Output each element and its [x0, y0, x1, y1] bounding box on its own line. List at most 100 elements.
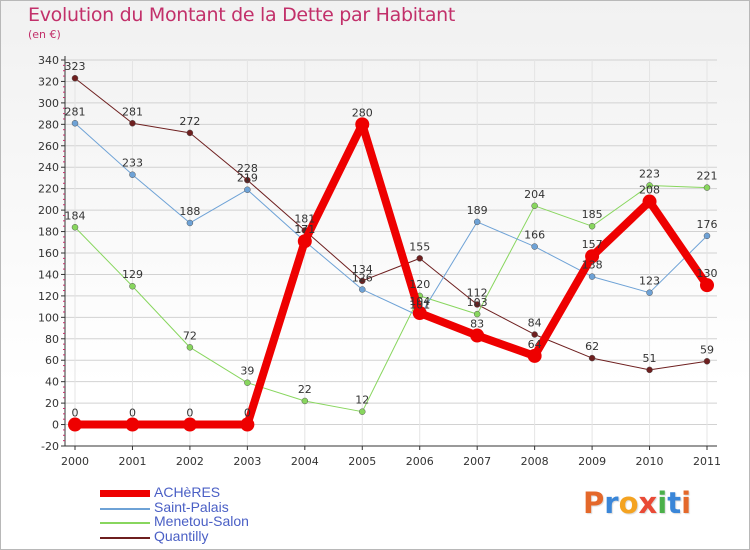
data-point-quantilly — [531, 331, 538, 338]
data-point-saint-palais — [71, 120, 79, 127]
x-tick-label: 2008 — [521, 455, 549, 468]
data-point-ach-res — [68, 417, 82, 432]
data-point-menetou-salon — [186, 344, 194, 351]
x-tick-label: 2006 — [406, 455, 434, 468]
data-point-menetou-salon — [244, 379, 251, 386]
data-point-saint-palais — [244, 186, 251, 193]
y-tick-label: 0 — [52, 419, 59, 432]
data-label-ach-res: 104 — [409, 295, 430, 308]
y-tick-label: 340 — [38, 54, 59, 67]
data-point-quantilly — [359, 277, 366, 285]
data-point-ach-res — [355, 117, 370, 132]
data-point-menetou-salon — [703, 184, 711, 191]
legend-label: ACHèRES — [154, 484, 221, 500]
data-label-quantilly: 84 — [528, 316, 542, 329]
data-label-saint-palais: 281 — [65, 105, 86, 118]
y-tick-label: 240 — [38, 161, 59, 174]
x-tick-label: 2007 — [463, 455, 491, 468]
data-label-menetou-salon: 22 — [298, 383, 312, 396]
data-point-quantilly — [186, 129, 194, 137]
data-point-quantilly — [129, 120, 136, 127]
data-point-ach-res — [182, 417, 197, 432]
legend-swatch — [100, 490, 150, 497]
series-line-saint-palais — [74, 122, 708, 317]
series-line-menetou-salon — [74, 184, 708, 413]
logo-letter: o — [618, 486, 639, 520]
data-label-quantilly: 272 — [179, 115, 200, 128]
data-point-saint-palais — [359, 286, 366, 293]
data-label-saint-palais: 219 — [237, 172, 258, 185]
legend-label: Quantilly — [154, 527, 209, 544]
data-point-quantilly — [416, 255, 423, 262]
data-label-ach-res: 130 — [697, 267, 718, 280]
data-point-saint-palais — [186, 219, 194, 227]
data-label-menetou-salon: 223 — [639, 167, 660, 180]
y-tick-label: 100 — [38, 311, 59, 324]
y-tick-label: 40 — [45, 376, 59, 389]
y-tick-label: 140 — [38, 268, 59, 281]
data-point-saint-palais — [588, 273, 596, 280]
data-label-ach-res: 83 — [470, 318, 484, 331]
data-label-menetou-salon: 72 — [183, 329, 197, 342]
data-point-menetou-salon — [359, 408, 366, 415]
x-tick-label: 2010 — [636, 455, 664, 468]
data-label-menetou-salon: 185 — [582, 208, 603, 221]
data-label-quantilly: 281 — [122, 105, 143, 118]
data-point-quantilly — [71, 74, 79, 82]
x-tick-label: 2001 — [118, 455, 146, 468]
data-label-saint-palais: 189 — [467, 204, 488, 217]
data-point-ach-res — [527, 348, 542, 363]
data-point-quantilly — [646, 366, 653, 374]
x-tick-label: 2004 — [291, 455, 319, 468]
data-label-menetou-salon: 12 — [355, 394, 369, 407]
logo-letter: r — [604, 486, 619, 520]
legend-label: Menetou-Salon — [154, 513, 249, 529]
data-label-menetou-salon: 103 — [467, 296, 488, 309]
series-line-quantilly — [74, 77, 708, 371]
y-tick-label: 200 — [38, 204, 59, 217]
data-label-quantilly: 112 — [467, 286, 488, 299]
logo-letter: t — [667, 486, 682, 520]
data-point-saint-palais — [703, 232, 711, 240]
x-tick-label: 2000 — [61, 455, 89, 468]
data-point-menetou-salon — [473, 310, 481, 318]
proxiti-logo: Proxiti — [583, 486, 691, 520]
y-tick-label: 120 — [38, 290, 59, 303]
x-tick-label: 2002 — [176, 455, 204, 468]
data-point-quantilly — [588, 354, 596, 362]
data-point-menetou-salon — [531, 202, 538, 210]
data-label-ach-res: 0 — [186, 407, 193, 420]
data-point-menetou-salon — [301, 397, 309, 405]
data-point-ach-res — [412, 306, 427, 321]
y-tick-label: 180 — [38, 226, 59, 239]
data-label-saint-palais: 123 — [639, 275, 660, 288]
y-tick-label: 220 — [38, 183, 59, 196]
data-label-ach-res: 0 — [129, 407, 136, 420]
data-label-saint-palais: 101 — [409, 298, 430, 311]
x-tick-label: 2003 — [233, 455, 261, 468]
legend-swatch — [100, 507, 150, 510]
data-label-menetou-salon: 221 — [697, 170, 718, 183]
y-tick-label: 260 — [38, 140, 59, 153]
y-tick-label: 320 — [38, 75, 59, 88]
data-point-ach-res — [585, 249, 600, 264]
data-label-saint-palais: 166 — [524, 229, 545, 242]
data-point-saint-palais — [531, 243, 538, 250]
chart-unit: (en €) — [28, 28, 61, 41]
data-point-ach-res — [470, 328, 485, 343]
logo-letter: P — [583, 486, 605, 520]
chart-title: Evolution du Montant de la Dette par Hab… — [28, 4, 456, 26]
logo-letter: i — [657, 486, 668, 520]
data-label-saint-palais: 188 — [179, 205, 200, 218]
data-label-menetou-salon: 204 — [524, 188, 545, 201]
data-label-menetou-salon: 39 — [240, 365, 254, 378]
data-label-ach-res: 0 — [244, 407, 251, 420]
data-point-menetou-salon — [71, 224, 79, 231]
data-label-ach-res: 157 — [582, 238, 603, 251]
data-label-saint-palais: 171 — [294, 223, 315, 236]
data-label-saint-palais: 176 — [697, 218, 718, 231]
series-line-ach-res — [71, 120, 711, 429]
y-tick-label: 80 — [45, 333, 59, 346]
